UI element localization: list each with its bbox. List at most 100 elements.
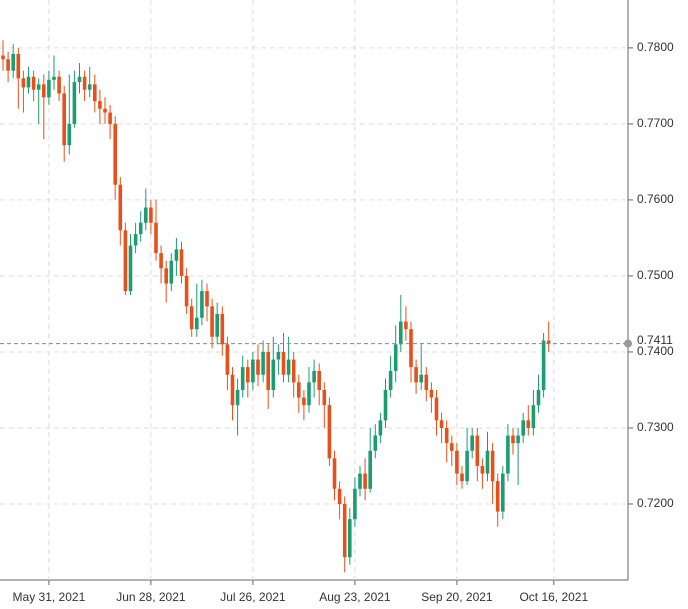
candle-body (322, 389, 327, 406)
candle-body (200, 291, 204, 318)
candle-body (108, 112, 112, 124)
y-tick-label: 0.7600 (637, 192, 674, 206)
candle-body (251, 359, 255, 383)
candle-body (511, 435, 515, 444)
candle-body (297, 382, 301, 398)
candle-body (399, 321, 403, 345)
candle-body (144, 207, 148, 223)
candle-body (353, 488, 357, 520)
candle-body (123, 230, 128, 292)
candle-body (342, 503, 347, 558)
candle-body (1, 55, 5, 60)
candle-body (184, 275, 189, 307)
candle-body (256, 359, 260, 375)
candle-body (424, 374, 429, 390)
candle-body (450, 443, 454, 451)
candle-body (480, 465, 485, 474)
y-tick-label: 0.7300 (637, 420, 674, 434)
candle-body (393, 344, 398, 371)
candle-body (546, 340, 551, 344)
candle-body (307, 382, 311, 406)
candle-body (388, 370, 393, 390)
candle-body (179, 249, 184, 276)
candle-body (516, 435, 520, 444)
candle-body (133, 234, 138, 246)
candle-body (444, 427, 449, 444)
x-tick-label: May 31, 2021 (13, 590, 86, 604)
candle-body (521, 420, 525, 436)
candle-body (276, 351, 281, 360)
candle-body (16, 53, 21, 79)
x-tick-label: Oct 16, 2021 (519, 590, 588, 604)
candle-body (21, 78, 26, 88)
y-tick-label: 0.7200 (637, 496, 674, 510)
candle-body (490, 450, 495, 482)
candle-body (246, 367, 250, 383)
candle-body (113, 123, 117, 185)
y-tick-label: 0.7400 (637, 344, 674, 358)
candle-body (337, 488, 342, 504)
candle-body (348, 519, 352, 558)
candle-body (414, 367, 418, 383)
candle-body (235, 389, 240, 406)
candle-body (383, 389, 388, 421)
candle-body (495, 481, 500, 512)
y-tick-label: 0.7800 (637, 40, 674, 54)
candle-body (378, 420, 383, 436)
candle-body (6, 59, 10, 71)
candle-body (373, 435, 378, 451)
candle-body (169, 260, 174, 284)
candle-body (536, 389, 541, 406)
candle-body (225, 344, 230, 375)
y-tick-label: 0.7500 (637, 268, 674, 282)
candle-body (230, 374, 235, 406)
candle-body (358, 473, 362, 489)
candle-body (409, 329, 413, 368)
candle-body (465, 450, 469, 482)
x-tick-label: Jun 28, 2021 (116, 590, 186, 604)
candle-body (164, 268, 168, 284)
candle-body (261, 351, 265, 375)
candle-body (174, 249, 179, 261)
candle-body (159, 253, 163, 269)
candle-body (52, 76, 56, 80)
candle-body (266, 351, 270, 390)
candle-body (57, 76, 61, 94)
candle-body (31, 76, 36, 90)
candle-body (154, 222, 158, 254)
candle-body (531, 405, 536, 428)
candle-body (205, 291, 209, 307)
candle-body (87, 84, 92, 90)
candle-body (327, 405, 332, 459)
y-tick-label: 0.7700 (637, 116, 674, 130)
candle-body (103, 108, 107, 113)
candle-body (271, 359, 276, 390)
candle-body (291, 359, 296, 383)
candle-body (47, 79, 51, 98)
candle-body (312, 370, 316, 383)
candle-body (67, 123, 72, 146)
x-tick-label: Aug 23, 2021 (319, 590, 391, 604)
current-price-marker (624, 339, 632, 348)
candle-body (541, 340, 546, 390)
candle-body (526, 420, 531, 428)
candle-body (475, 435, 480, 466)
candle-body (506, 435, 510, 474)
candle-body (470, 435, 474, 451)
candle-body (210, 306, 214, 337)
candle-body (460, 473, 464, 482)
candle-body (36, 84, 41, 90)
candle-body (332, 458, 337, 489)
candle-body (363, 473, 367, 489)
candle-body (501, 473, 505, 512)
candle-body (72, 82, 77, 124)
candle-body (98, 101, 102, 109)
x-tick-label: Jul 26, 2021 (220, 590, 286, 604)
candle-body (189, 306, 194, 330)
x-tick-label: Sep 20, 2021 (421, 590, 493, 604)
candle-body (82, 76, 87, 90)
candle-body (485, 450, 490, 474)
current-price-label: 0.7411 (637, 333, 673, 347)
